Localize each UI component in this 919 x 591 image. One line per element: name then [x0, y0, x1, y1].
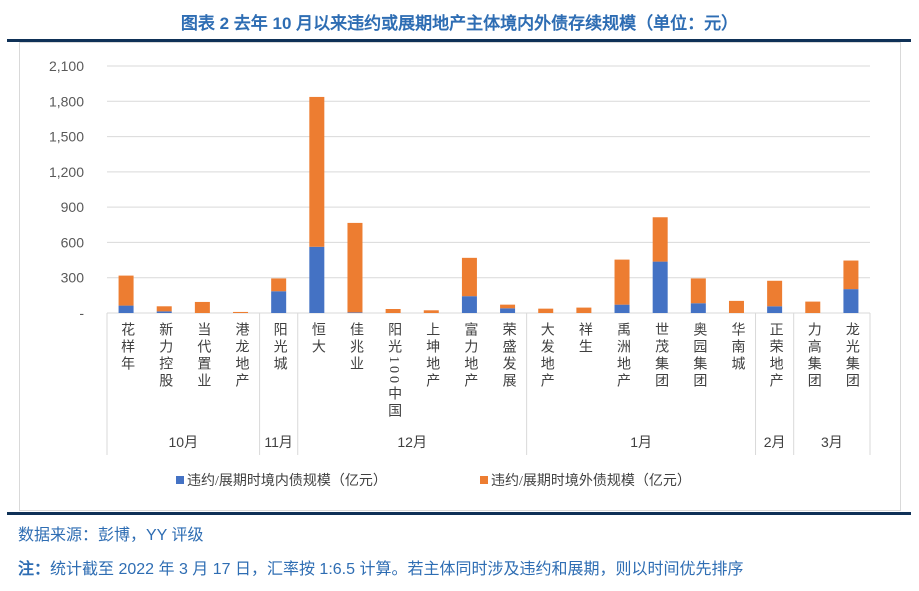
y-tick-label: 1,800	[49, 93, 84, 109]
category-label: 华南城	[729, 322, 745, 373]
note-label: 注：	[18, 561, 51, 578]
bar-overseas	[118, 275, 134, 306]
bar-domestic	[500, 308, 516, 313]
month-group-label: 12月	[397, 434, 427, 450]
category-label: 港龙地产	[233, 322, 249, 390]
bar-overseas	[728, 300, 744, 313]
legend-swatch-overseas	[480, 476, 488, 484]
category-label: 力高集团	[805, 322, 821, 390]
footer-divider	[7, 512, 911, 515]
bar-domestic	[461, 296, 477, 313]
bar-overseas	[461, 257, 477, 297]
category-label: 上坤地产	[424, 322, 440, 390]
legend-label-overseas: 违约/展期时境外债规模（亿元）	[491, 474, 691, 489]
category-label: 花样年	[119, 322, 135, 373]
bar-overseas	[271, 278, 287, 292]
month-group-label: 2月	[763, 434, 786, 450]
bar-domestic	[347, 312, 363, 313]
bar-domestic	[118, 305, 134, 313]
month-group-label: 3月	[820, 434, 843, 450]
category-label: 阳光100中国	[386, 322, 402, 420]
category-label: 荣盛发展	[500, 322, 516, 390]
note-text: 统计截至 2022 年 3 月 17 日，汇率按 1:6.5 计算。若主体同时涉…	[50, 561, 744, 578]
month-group-label: 11月	[264, 434, 293, 450]
bar-domestic	[843, 289, 859, 313]
y-tick-label: 2,100	[49, 58, 84, 74]
y-tick-label: 1,200	[49, 164, 84, 180]
chart-frame	[19, 42, 901, 511]
bar-overseas	[576, 307, 592, 313]
bar-overseas	[194, 301, 210, 313]
category-label: 世茂集团	[653, 322, 669, 390]
bar-overseas	[767, 280, 783, 307]
bar-domestic	[767, 306, 783, 313]
y-tick-label: 300	[61, 270, 85, 286]
bar-domestic	[156, 311, 172, 313]
category-label: 禹洲地产	[615, 322, 631, 390]
bar-domestic	[652, 261, 668, 313]
bar-domestic	[614, 304, 630, 313]
category-label: 大发地产	[538, 322, 554, 390]
category-label: 龙光集团	[843, 322, 859, 390]
category-label: 佳兆业	[347, 322, 363, 373]
legend-label-domestic: 违约/展期时境内债规模（亿元）	[187, 474, 387, 489]
month-group-label: 10月	[168, 434, 199, 450]
bar-overseas	[843, 260, 859, 290]
category-label: 富力地产	[462, 322, 478, 390]
bar-overseas	[614, 259, 630, 305]
legend-item-domestic: 违约/展期时境内债规模（亿元）	[176, 470, 387, 490]
chart-title: 图表 2 去年 10 月以来违约或展期地产主体境内外债存续规模（单位：元）	[180, 14, 739, 33]
category-label: 正荣地产	[767, 322, 783, 390]
category-label: 新力控股	[157, 322, 173, 390]
y-tick-label: 1,500	[49, 129, 84, 145]
category-label: 恒大	[309, 322, 325, 356]
bar-overseas	[690, 278, 706, 304]
footnote: 注：统计截至 2022 年 3 月 17 日，汇率按 1:6.5 计算。若主体同…	[18, 555, 743, 579]
y-tick-label: -	[79, 305, 84, 321]
bar-overseas	[805, 301, 821, 313]
bar-overseas	[500, 304, 516, 309]
bar-overseas	[538, 308, 554, 313]
data-source: 数据来源：彭博，YY 评级	[18, 527, 204, 544]
bar-overseas	[309, 96, 325, 247]
bar-domestic	[271, 291, 287, 313]
category-label: 当代置业	[195, 322, 211, 390]
bar-domestic	[309, 246, 325, 313]
month-group-label: 1月	[630, 434, 652, 450]
bar-overseas	[652, 217, 668, 262]
legend-swatch-domestic	[176, 476, 184, 484]
title-divider	[7, 39, 911, 42]
bar-overseas	[385, 309, 401, 313]
bar-overseas	[347, 222, 363, 313]
bar-overseas	[156, 306, 172, 312]
bar-overseas	[233, 311, 249, 313]
category-label: 阳光城	[271, 322, 287, 373]
category-label: 奥园集团	[691, 322, 707, 390]
y-tick-label: 900	[61, 199, 85, 215]
category-label: 祥生	[576, 322, 592, 356]
legend-item-overseas: 违约/展期时境外债规模（亿元）	[480, 470, 691, 490]
y-tick-label: 600	[61, 234, 85, 250]
bar-domestic	[690, 303, 706, 313]
bar-overseas	[423, 310, 439, 313]
